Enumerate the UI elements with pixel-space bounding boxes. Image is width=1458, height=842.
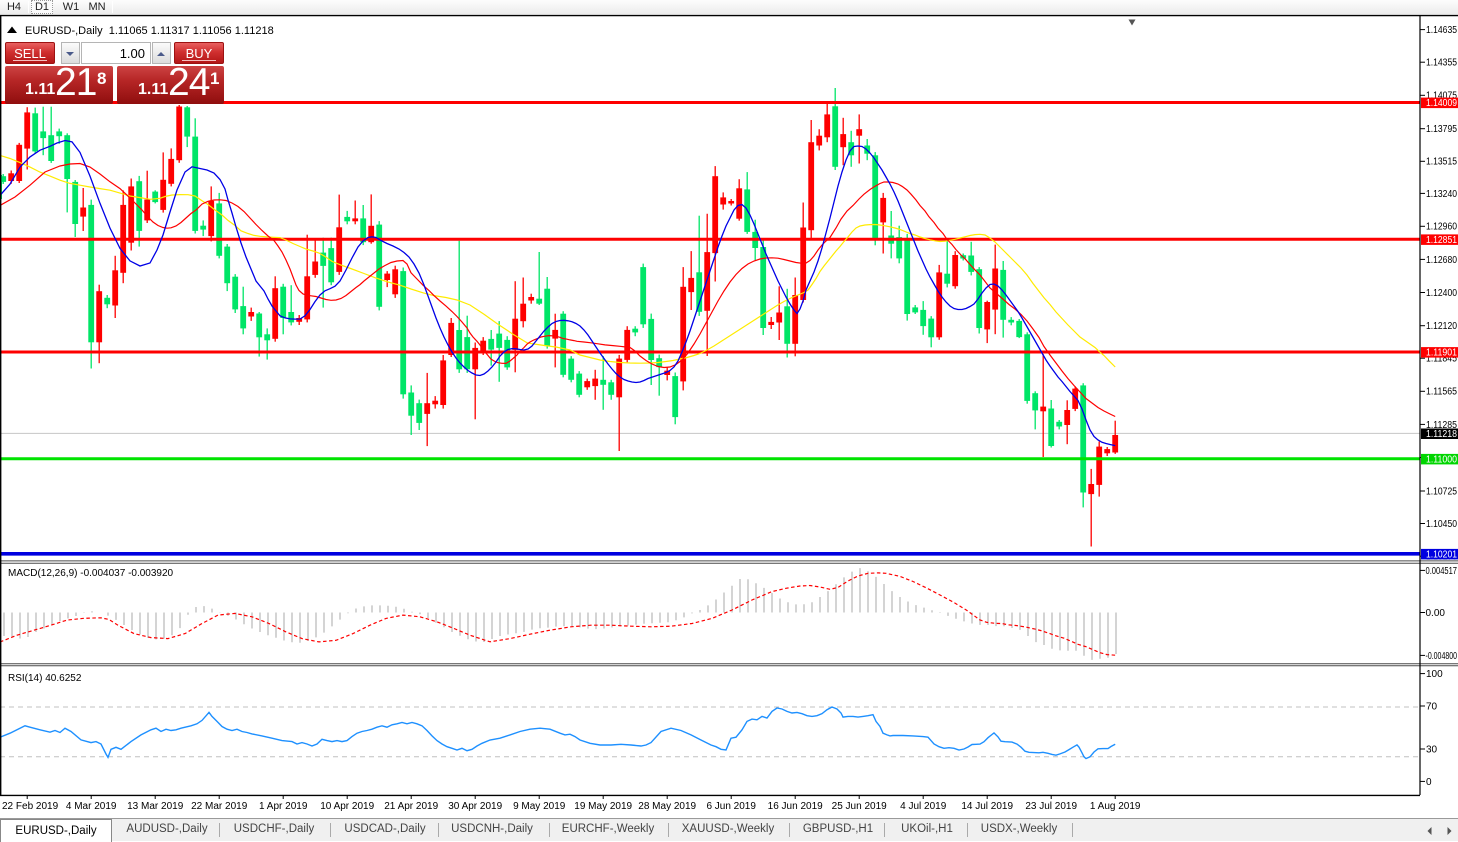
svg-text:19 May 2019: 19 May 2019 [574,801,632,812]
svg-text:70: 70 [1426,701,1438,712]
svg-text:RSI(14) 40.6252: RSI(14) 40.6252 [8,673,82,684]
svg-text:1.13240: 1.13240 [1426,189,1457,200]
svg-text:1.13795: 1.13795 [1426,124,1457,135]
svg-text:1.11845: 1.11845 [1426,354,1457,365]
svg-text:4 Jul 2019: 4 Jul 2019 [900,801,947,812]
svg-text:0.00: 0.00 [1426,608,1446,619]
svg-text:0: 0 [1426,777,1432,788]
svg-text:0.004517: 0.004517 [1426,566,1458,577]
svg-text:1 Aug 2019: 1 Aug 2019 [1090,801,1141,812]
svg-text:9 May 2019: 9 May 2019 [513,801,566,812]
svg-text:30 Apr 2019: 30 Apr 2019 [448,801,502,812]
svg-text:13 Mar 2019: 13 Mar 2019 [127,801,184,812]
svg-text:1.12120: 1.12120 [1426,321,1457,332]
svg-text:21 Apr 2019: 21 Apr 2019 [384,801,438,812]
svg-text:22 Mar 2019: 22 Mar 2019 [191,801,248,812]
svg-text:1.10725: 1.10725 [1426,486,1457,497]
svg-text:16 Jun 2019: 16 Jun 2019 [768,801,823,812]
svg-text:MACD(12,26,9) -0.004037 -0.003: MACD(12,26,9) -0.004037 -0.003920 [8,568,174,579]
svg-text:1.13515: 1.13515 [1426,157,1457,168]
svg-text:1.12960: 1.12960 [1426,222,1457,233]
svg-text:30: 30 [1426,744,1438,755]
svg-text:1.12851: 1.12851 [1426,235,1457,246]
svg-text:1.12680: 1.12680 [1426,255,1457,266]
svg-text:100: 100 [1426,669,1443,680]
svg-text:1.14355: 1.14355 [1426,58,1457,69]
svg-text:1 Apr 2019: 1 Apr 2019 [259,801,308,812]
svg-text:1.11285: 1.11285 [1426,420,1457,431]
svg-text:1.14075: 1.14075 [1426,91,1457,102]
svg-text:1.11218: 1.11218 [1426,429,1457,440]
svg-text:1.11000: 1.11000 [1426,454,1457,465]
svg-text:1.10201: 1.10201 [1426,549,1457,560]
svg-text:22 Feb 2019: 22 Feb 2019 [2,801,59,812]
svg-text:10 Apr 2019: 10 Apr 2019 [320,801,374,812]
svg-text:25 Jun 2019: 25 Jun 2019 [832,801,887,812]
svg-text:1.10450: 1.10450 [1426,519,1457,530]
svg-text:14 Jul 2019: 14 Jul 2019 [961,801,1013,812]
svg-text:28 May 2019: 28 May 2019 [638,801,696,812]
svg-text:4 Mar 2019: 4 Mar 2019 [66,801,117,812]
svg-text:23 Jul 2019: 23 Jul 2019 [1025,801,1077,812]
svg-text:1.11565: 1.11565 [1426,387,1457,398]
svg-text:1.12400: 1.12400 [1426,288,1457,299]
svg-text:1.14009: 1.14009 [1426,98,1457,109]
svg-text:-0.004800: -0.004800 [1426,651,1458,662]
svg-text:6 Jun 2019: 6 Jun 2019 [706,801,756,812]
svg-text:EURUSD-,Daily 1.11065 1.11317: EURUSD-,Daily 1.11065 1.11317 1.11056 1.… [25,25,274,37]
svg-text:1.11901: 1.11901 [1426,348,1457,359]
svg-text:1.14635: 1.14635 [1426,25,1457,36]
